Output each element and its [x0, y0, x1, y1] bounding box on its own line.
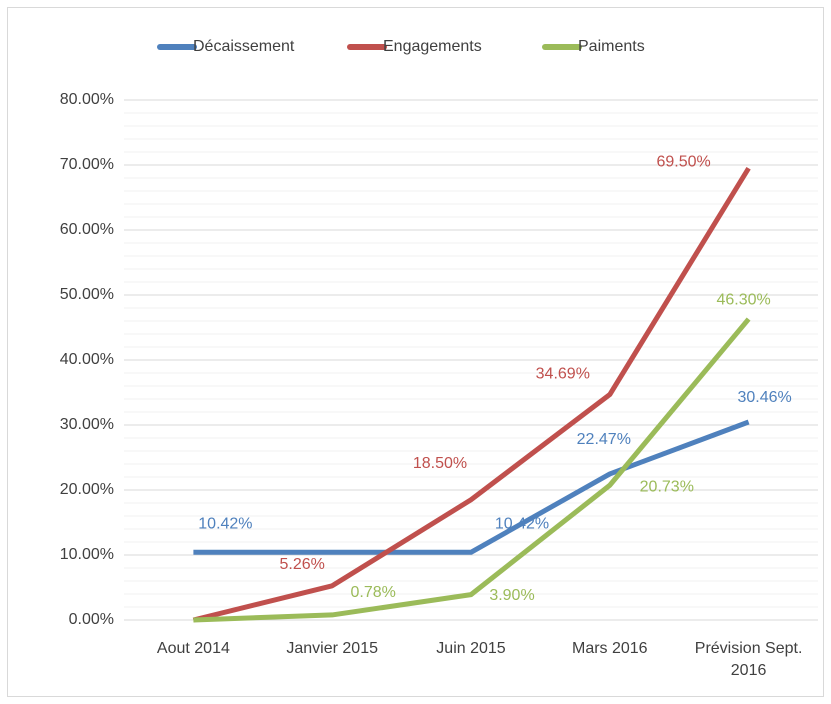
data-label: 10.42% — [495, 515, 549, 532]
data-label: 10.42% — [198, 515, 252, 532]
legend-label: Paiments — [578, 38, 645, 55]
data-label: 3.90% — [489, 587, 534, 604]
series-line — [192, 166, 751, 623]
data-label: 30.46% — [737, 389, 791, 406]
data-label: 69.50% — [656, 153, 710, 170]
y-tick-label: 0.00% — [69, 611, 114, 628]
data-label: 20.73% — [640, 478, 694, 495]
data-label: 46.30% — [716, 291, 770, 308]
data-label: 5.26% — [280, 556, 325, 573]
y-tick-label: 60.00% — [60, 221, 114, 238]
legend-label: Engagements — [383, 38, 482, 55]
x-tick-label: Mars 2016 — [571, 640, 648, 657]
y-tick-label: 50.00% — [60, 286, 114, 303]
data-label: 34.69% — [536, 366, 590, 383]
y-tick-label: 80.00% — [60, 91, 114, 108]
x-tick-label: Janvier 2015 — [286, 640, 378, 657]
y-tick-label: 40.00% — [60, 351, 114, 368]
y-tick-label: 10.00% — [60, 546, 114, 563]
x-tick-label: Juin 2015 — [436, 640, 506, 657]
data-label: 22.47% — [577, 431, 631, 448]
data-label: 18.50% — [413, 455, 467, 472]
series-line — [193, 419, 750, 555]
series-line — [193, 317, 751, 623]
y-tick-label: 30.00% — [60, 416, 114, 433]
data-label: 0.78% — [351, 584, 396, 601]
x-tick-label: Prévision Sept. 2016 — [694, 640, 803, 679]
x-tick-label: Aout 2014 — [156, 640, 230, 657]
chart-frame — [7, 7, 824, 697]
legend-label: Décaissement — [193, 38, 295, 55]
y-tick-label: 70.00% — [60, 156, 114, 173]
y-tick-label: 20.00% — [60, 481, 114, 498]
